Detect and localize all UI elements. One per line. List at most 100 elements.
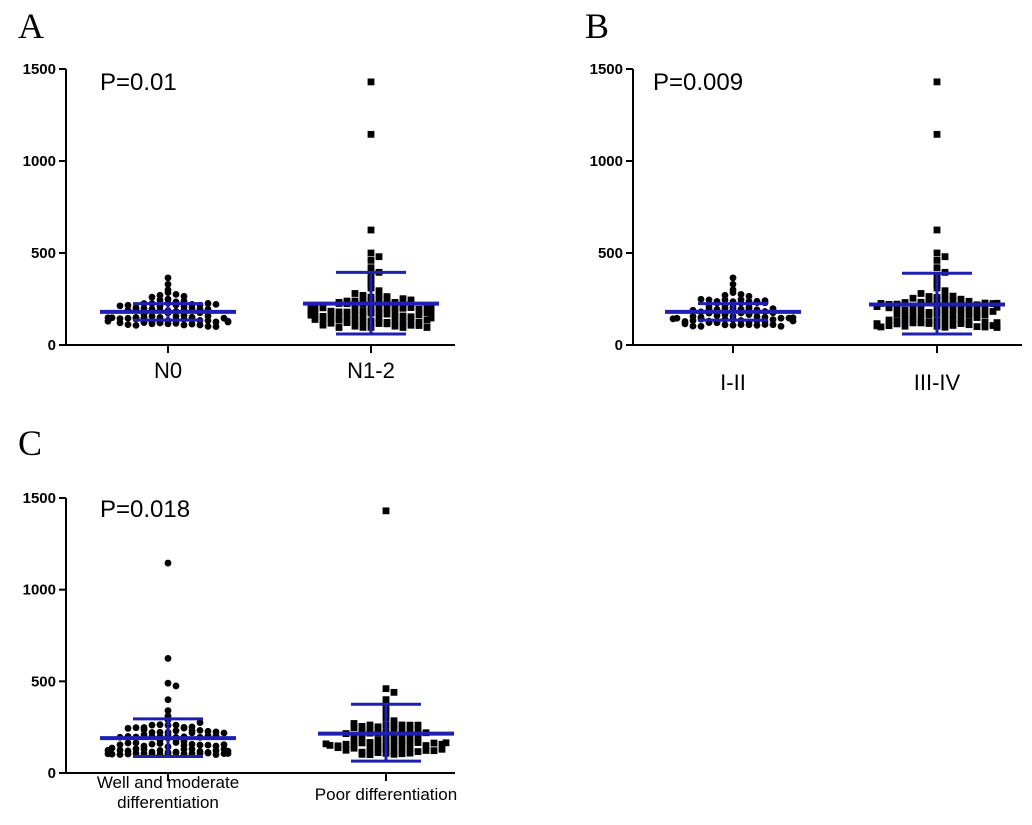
data-point: [705, 296, 713, 304]
data-point: [383, 310, 391, 318]
data-point: [893, 310, 901, 318]
data-point: [873, 322, 881, 330]
y-tick-label: 500: [598, 245, 623, 262]
data-point: [196, 726, 204, 734]
data-point: [375, 320, 383, 327]
data-point: [398, 750, 406, 758]
data-point: [196, 741, 204, 749]
data-point: [188, 745, 196, 753]
data-point: [204, 741, 212, 749]
p-value-annotation: P=0.018: [100, 496, 190, 523]
y-tick-label: 1000: [23, 582, 56, 599]
data-point: [933, 226, 941, 234]
data-point: [188, 723, 196, 731]
data-point: [148, 312, 156, 320]
data-point: [415, 322, 423, 329]
data-point: [901, 316, 909, 324]
data-point: [307, 311, 315, 319]
data-point: [981, 318, 989, 326]
data-point: [319, 312, 327, 320]
data-point: [993, 303, 1001, 311]
data-point: [172, 727, 180, 735]
data-point: [909, 313, 917, 321]
data-point: [917, 290, 925, 297]
data-point: [383, 293, 391, 300]
data-point: [957, 295, 965, 303]
data-point: [973, 314, 981, 321]
data-point: [901, 311, 909, 319]
data-point: [933, 249, 941, 257]
data-point: [220, 741, 228, 749]
data-point: [689, 312, 697, 320]
data-point: [390, 737, 398, 745]
data-point: [116, 741, 124, 749]
data-point: [949, 316, 957, 324]
data-point: [212, 728, 220, 736]
data-point: [164, 696, 172, 704]
data-point: [319, 316, 327, 324]
data-point: [941, 311, 949, 319]
data-point: [172, 748, 180, 756]
data-point: [909, 308, 917, 316]
p-value-annotation: P=0.009: [653, 69, 743, 96]
data-point: [224, 317, 232, 325]
data-point: [351, 305, 359, 313]
data-point: [374, 736, 382, 744]
data-point: [350, 720, 358, 727]
data-point: [390, 717, 398, 725]
data-point: [729, 321, 737, 329]
data-point: [957, 309, 965, 317]
y-tick-label: 0: [48, 765, 56, 782]
data-point: [414, 735, 422, 743]
data-point: [391, 303, 399, 311]
data-point: [761, 321, 769, 328]
data-point: [188, 320, 196, 328]
data-point: [322, 740, 330, 748]
panel-letter: C: [18, 423, 42, 463]
data-point: [350, 744, 358, 752]
data-point: [406, 721, 414, 729]
data-point: [398, 744, 406, 752]
y-tick-label: 1500: [23, 61, 56, 78]
data-point: [390, 721, 398, 729]
data-point: [180, 745, 188, 753]
data-point: [949, 297, 957, 305]
data-point: [422, 747, 430, 754]
data-point: [885, 304, 893, 312]
data-point: [164, 559, 172, 567]
data-point: [941, 292, 949, 300]
data-point: [124, 321, 132, 328]
y-tick-label: 1000: [590, 153, 623, 170]
data-point: [104, 314, 112, 322]
data-point: [390, 743, 398, 750]
data-point: [398, 727, 406, 735]
data-point: [973, 323, 981, 331]
data-point: [737, 291, 745, 298]
data-point: [390, 688, 398, 696]
data-point: [358, 723, 366, 730]
data-point: [148, 293, 156, 301]
data-point: [164, 280, 172, 288]
data-point: [917, 306, 925, 314]
data-point: [172, 721, 180, 729]
data-point: [729, 274, 737, 282]
data-point: [148, 729, 156, 736]
data-point: [949, 292, 957, 300]
data-point: [989, 322, 997, 329]
data-point: [689, 322, 697, 330]
data-point: [374, 749, 382, 756]
data-point: [124, 314, 132, 322]
data-point: [965, 318, 973, 326]
data-point: [311, 310, 319, 318]
data-point: [430, 739, 438, 747]
data-point: [398, 737, 406, 744]
data-point: [351, 322, 359, 330]
data-point: [343, 317, 351, 324]
data-point: [116, 319, 124, 327]
data-point: [406, 749, 414, 757]
data-point: [941, 287, 949, 295]
data-point: [374, 740, 382, 747]
data-point: [873, 303, 881, 311]
data-point: [156, 296, 164, 304]
data-point: [375, 253, 383, 261]
